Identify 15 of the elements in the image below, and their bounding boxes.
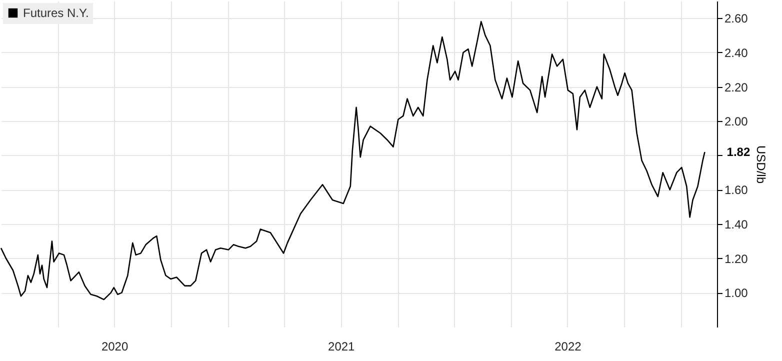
y-tick-label: 1.00 [724, 286, 748, 300]
y-tick-label: 2.00 [724, 114, 748, 129]
x-tick-label: 2022 [554, 340, 582, 354]
y-tick-label: 1.40 [724, 218, 748, 232]
x-tick-label: 2020 [101, 340, 128, 354]
y-tick-label: 2.20 [724, 80, 748, 94]
y-tick-label: 1.60 [724, 183, 748, 198]
annotation: 1.82 [726, 144, 750, 159]
y-axis-title: USD/lb [754, 145, 768, 184]
line-series [0, 20, 706, 300]
y-tick-label: 1.20 [724, 252, 748, 266]
x-tick-label: 2021 [328, 340, 356, 354]
y-tick-label: 2.60 [724, 12, 748, 26]
y-tick-label: 2.40 [724, 46, 748, 60]
legend-label: Futures N.Y. [23, 6, 89, 20]
